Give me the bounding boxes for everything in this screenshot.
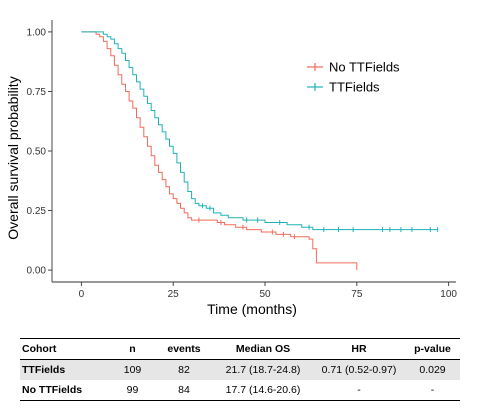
header-hr: HR: [313, 338, 405, 360]
x-tick-label: 75: [351, 289, 363, 300]
x-tick-label: 0: [79, 289, 85, 300]
cell-hr: 0.71 (0.52-0.97): [313, 359, 405, 380]
survival-curve-0: [81, 31, 358, 271]
survival-curve-1: [81, 31, 438, 231]
y-axis-title: Overall survival probability: [5, 76, 21, 239]
cell-p-value: 0.029: [405, 359, 460, 380]
cell-events: 84: [155, 380, 213, 401]
survival-chart: 0 25 50 75 100 0.00 0.25 0.50 0.75 1.00 No TTField…: [5, 20, 457, 317]
x-tick-label: 100: [440, 289, 457, 300]
y-tick-label: 0.00: [27, 266, 47, 277]
cell-median-os: 21.7 (18.7-24.8): [213, 359, 313, 380]
y-tick-label: 0.25: [27, 206, 47, 217]
cell-hr: -: [313, 380, 405, 401]
cell-n: 99: [110, 380, 155, 401]
legend-label: No TTFields: [329, 60, 400, 75]
legend-label: TTFields: [329, 80, 380, 95]
cell-events: 82: [155, 359, 213, 380]
header-p-value: p-value: [405, 338, 460, 360]
cell-median-os: 17.7 (14.6-20.6): [213, 380, 313, 401]
header-events: events: [155, 338, 213, 360]
table-row: TTFields 109 82 21.7 (18.7-24.8) 0.71 (0…: [20, 359, 460, 380]
cell-n: 109: [110, 359, 155, 380]
x-tick-label: 25: [168, 289, 180, 300]
header-n: n: [110, 338, 155, 360]
y-tick-label: 0.50: [27, 147, 47, 158]
header-cohort: Cohort: [20, 338, 110, 360]
y-tick-label: 0.75: [27, 87, 47, 98]
table-header-row: Cohort n events Median OS HR p-value: [20, 338, 460, 360]
cell-p-value: -: [405, 380, 460, 401]
x-axis-title: Time (months): [207, 301, 297, 317]
cell-cohort: No TTFields: [20, 380, 110, 401]
header-median-os: Median OS: [213, 338, 313, 360]
cell-cohort: TTFields: [20, 359, 110, 380]
y-tick-label: 1.00: [27, 27, 47, 38]
summary-table: Cohort n events Median OS HR p-value TTF…: [20, 338, 460, 401]
plot-area: 0 25 50 75 100 0.00 0.25 0.50 0.75 1.00 No TTField…: [27, 20, 457, 300]
table-row: No TTFields 99 84 17.7 (14.6-20.6) - -: [20, 380, 460, 401]
x-tick-label: 50: [259, 289, 271, 300]
